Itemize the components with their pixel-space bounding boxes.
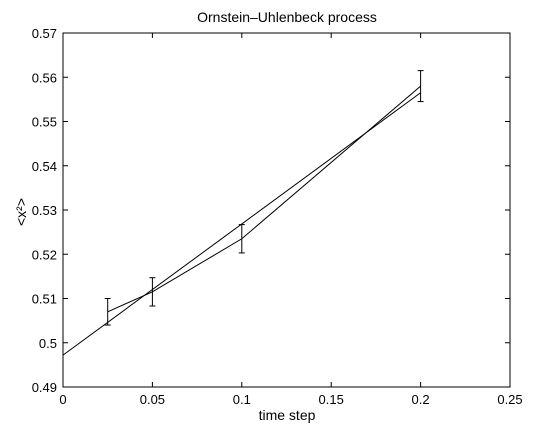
series-line-1 bbox=[107, 85, 421, 313]
series-line-2 bbox=[62, 92, 421, 356]
x-axis-label: time step bbox=[259, 407, 316, 423]
x-tick-label: 0.2 bbox=[412, 392, 430, 407]
y-tick-label: 0.54 bbox=[32, 159, 57, 174]
x-tick-label: 0.1 bbox=[233, 392, 251, 407]
plot-frame bbox=[62, 32, 511, 388]
y-tick-label: 0.55 bbox=[32, 115, 57, 130]
y-tick-label: 0.52 bbox=[32, 247, 57, 262]
x-tick-label: 0.05 bbox=[140, 392, 165, 407]
y-tick-label: 0.51 bbox=[32, 292, 57, 307]
data-series bbox=[62, 70, 424, 356]
chart-title: Ornstein–Uhlenbeck process bbox=[197, 9, 377, 25]
x-tick-label: 0.15 bbox=[319, 392, 344, 407]
y-tick-label: 0.49 bbox=[32, 380, 57, 395]
y-tick-label: 0.57 bbox=[32, 26, 57, 41]
y-tick-label: 0.53 bbox=[32, 203, 57, 218]
x-tick-label: 0 bbox=[59, 392, 66, 407]
y-tick-label: 0.56 bbox=[32, 70, 57, 85]
x-tick-label: 0.25 bbox=[497, 392, 522, 407]
y-tick-label: 0.5 bbox=[39, 336, 57, 351]
axis-ticks: 0 0.05 0.1 0.15 0.2 0.25 0.49 0.5 0.51 0.52 0.53 0.… bbox=[32, 26, 523, 407]
y-axis-label: <x²> bbox=[13, 198, 29, 226]
